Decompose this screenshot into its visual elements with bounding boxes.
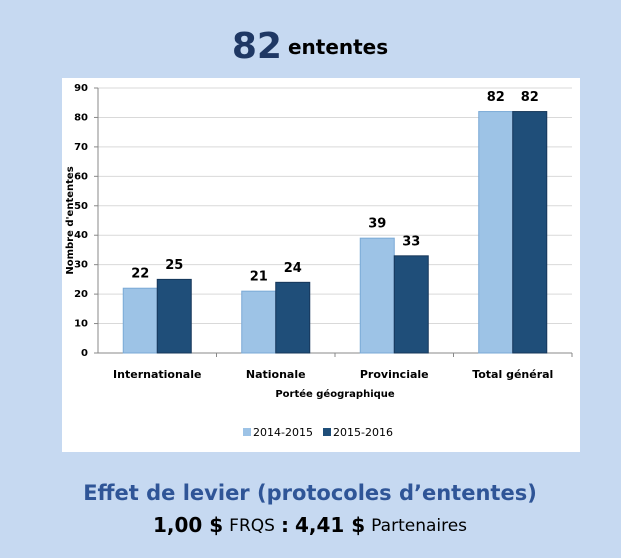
legend-label: 2015-2016 [333, 426, 393, 439]
header: 82 ententes [232, 26, 388, 67]
bar [122, 287, 158, 354]
x-tick-label: Nationale [246, 368, 306, 381]
header-number: 82 [232, 26, 282, 67]
x-axis-label: Portée géographique [275, 388, 395, 400]
y-tick-label: 50 [74, 201, 88, 212]
bar [512, 111, 548, 354]
chart: 0 10 20 30 40 50 60 70 80 90 Nombre d'ententes Port… [65, 83, 573, 439]
legend-swatch [243, 428, 251, 436]
legend-swatch [323, 428, 331, 436]
x-tick-label: Internationale [113, 368, 201, 381]
y-tick-label: 0 [81, 348, 88, 359]
ratio-part: FRQS [229, 516, 275, 536]
value-label: 25 [165, 258, 183, 273]
ratio-part: 1,00 $ [153, 513, 223, 537]
value-label: 24 [284, 261, 302, 276]
value-label: 82 [487, 90, 505, 105]
footer-title: Effet de levier (protocoles d’ententes) [83, 481, 537, 505]
ratio-part: : [281, 513, 289, 537]
value-label: 39 [368, 217, 386, 232]
y-tick-label: 70 [74, 142, 88, 153]
y-tick-label: 40 [74, 230, 88, 241]
ratio-part: 4,41 $ [295, 513, 365, 537]
y-tick-label: 60 [74, 171, 88, 182]
bar [359, 237, 395, 354]
value-label: 33 [402, 234, 420, 249]
header-word: ententes [288, 35, 388, 59]
y-tick-label: 20 [74, 289, 88, 300]
y-tick-label: 90 [74, 83, 88, 94]
legend-label: 2014-2015 [253, 426, 313, 439]
x-tick-label: Total général [472, 368, 553, 381]
ratio-part: Partenaires [371, 516, 467, 536]
bar [275, 281, 311, 354]
bar [156, 278, 192, 354]
value-label: 82 [521, 90, 539, 105]
x-tick-label: Provinciale [360, 368, 429, 381]
value-label: 22 [131, 267, 149, 282]
footer-ratio: 1,00 $ FRQS:4,41 $ Partenaires [153, 513, 467, 537]
y-tick-label: 30 [74, 260, 88, 271]
y-axis-label: Nombre d'ententes [65, 166, 76, 274]
bar [478, 111, 514, 354]
bar [393, 255, 429, 354]
y-tick-label: 80 [74, 112, 88, 123]
bar [241, 290, 277, 354]
value-label: 21 [250, 270, 268, 285]
y-tick-label: 10 [74, 319, 88, 330]
